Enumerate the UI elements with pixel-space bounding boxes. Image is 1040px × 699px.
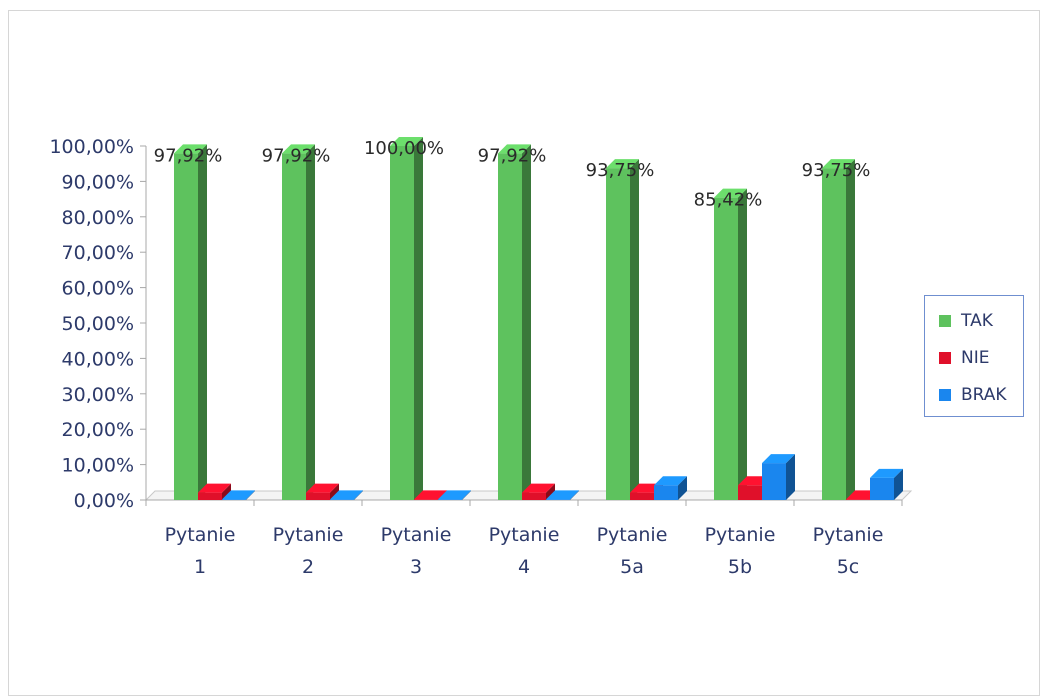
- bar-top-tak: [714, 188, 747, 198]
- y-tick-label: 50,00%: [62, 313, 134, 335]
- bar-top-nie: [198, 483, 231, 493]
- y-tick-label: 90,00%: [62, 171, 134, 193]
- y-tick-label: 0,00%: [74, 490, 134, 512]
- bar-nie: [414, 499, 438, 500]
- y-tick-label: 100,00%: [49, 136, 134, 158]
- data-label: 97,92%: [154, 145, 223, 166]
- data-label: 93,75%: [586, 160, 655, 181]
- bar-side-tak: [630, 159, 639, 500]
- bar-side-brak: [678, 476, 687, 500]
- bar-side-brak: [570, 490, 579, 500]
- y-tick-label: 70,00%: [62, 242, 134, 264]
- bar-tak: [174, 153, 198, 500]
- category-label-sub: 4: [518, 556, 530, 578]
- bar-brak: [222, 499, 246, 500]
- bar-top-brak: [330, 490, 363, 500]
- y-tick-label: 80,00%: [62, 207, 134, 229]
- bar-brak: [654, 485, 678, 500]
- bar-top-nie: [522, 483, 555, 493]
- legend-swatch-nie: [939, 352, 951, 364]
- category-label-sub: 3: [410, 556, 422, 578]
- bar-top-brak: [546, 490, 579, 500]
- bar-nie: [198, 492, 222, 500]
- category-label: Pytanie: [489, 524, 560, 546]
- bar-side-brak: [894, 468, 903, 500]
- bar-side-tak: [414, 137, 423, 500]
- y-tick-label: 10,00%: [62, 455, 134, 477]
- bar-top-tak: [606, 159, 639, 169]
- legend-item-brak: BRAK: [939, 383, 1007, 407]
- category-label: Pytanie: [597, 524, 668, 546]
- bar-side-tak: [306, 144, 315, 500]
- category-label: Pytanie: [813, 524, 884, 546]
- bar-nie: [846, 499, 870, 500]
- data-label: 85,42%: [694, 190, 763, 211]
- legend: TAK NIE BRAK: [924, 295, 1024, 417]
- bar-nie: [738, 485, 762, 500]
- bar-tak: [714, 197, 738, 500]
- bar-side-brak: [246, 490, 255, 500]
- bar-top-brak: [222, 490, 255, 500]
- bar-side-nie: [330, 483, 339, 500]
- category-label: Pytanie: [381, 524, 452, 546]
- category-label: Pytanie: [165, 524, 236, 546]
- bar-side-nie: [546, 483, 555, 500]
- bar-side-tak: [846, 159, 855, 500]
- bar-top-brak: [870, 468, 903, 478]
- bar-nie: [306, 492, 330, 500]
- bar-brak: [546, 499, 570, 500]
- bar-side-brak: [786, 454, 795, 500]
- bar-top-tak: [822, 159, 855, 169]
- category-label: Pytanie: [705, 524, 776, 546]
- category-label-sub: 2: [302, 556, 314, 578]
- bar-top-brak: [654, 476, 687, 486]
- legend-label-tak: TAK: [961, 311, 993, 331]
- bar-tak: [282, 153, 306, 500]
- bar-nie: [630, 492, 654, 500]
- bar-top-tak: [390, 137, 423, 146]
- data-label: 97,92%: [262, 145, 331, 166]
- category-label-sub: 5b: [728, 556, 752, 578]
- category-label-sub: 5a: [620, 556, 644, 578]
- bar-top-tak: [498, 144, 531, 154]
- legend-swatch-brak: [939, 389, 951, 401]
- bar-side-brak: [462, 490, 471, 500]
- bar-side-brak: [354, 490, 363, 500]
- bar-brak: [762, 463, 786, 500]
- data-label: 93,75%: [802, 160, 871, 181]
- bar-side-nie: [222, 483, 231, 500]
- bar-top-nie: [306, 483, 339, 493]
- data-label: 97,92%: [478, 145, 547, 166]
- bar-top-brak: [438, 490, 471, 500]
- bar-nie: [522, 492, 546, 500]
- bar-top-tak: [174, 144, 207, 154]
- category-label: Pytanie: [273, 524, 344, 546]
- y-tick-label: 60,00%: [62, 278, 134, 300]
- bar-brak: [870, 477, 894, 500]
- bar-top-tak: [282, 144, 315, 154]
- legend-label-nie: NIE: [961, 348, 990, 368]
- bar-brak: [330, 499, 354, 500]
- bar-tak: [606, 168, 630, 500]
- y-tick-label: 30,00%: [62, 384, 134, 406]
- data-label: 100,00%: [364, 138, 444, 159]
- bar-side-tak: [738, 188, 747, 500]
- legend-item-nie: NIE: [939, 346, 989, 370]
- bar-top-nie: [414, 490, 447, 500]
- bar-tak: [390, 146, 414, 500]
- bar-side-tak: [198, 144, 207, 500]
- legend-swatch-tak: [939, 315, 951, 327]
- category-label-sub: 5c: [837, 556, 860, 578]
- bar-brak: [438, 499, 462, 500]
- y-tick-label: 40,00%: [62, 348, 134, 370]
- category-label-sub: 1: [194, 556, 206, 578]
- y-tick-label: 20,00%: [62, 419, 134, 441]
- bar-top-brak: [762, 454, 795, 464]
- legend-label-brak: BRAK: [961, 385, 1007, 405]
- bar-side-tak: [522, 144, 531, 500]
- bar-tak: [822, 168, 846, 500]
- legend-item-tak: TAK: [939, 309, 993, 333]
- bar-tak: [498, 153, 522, 500]
